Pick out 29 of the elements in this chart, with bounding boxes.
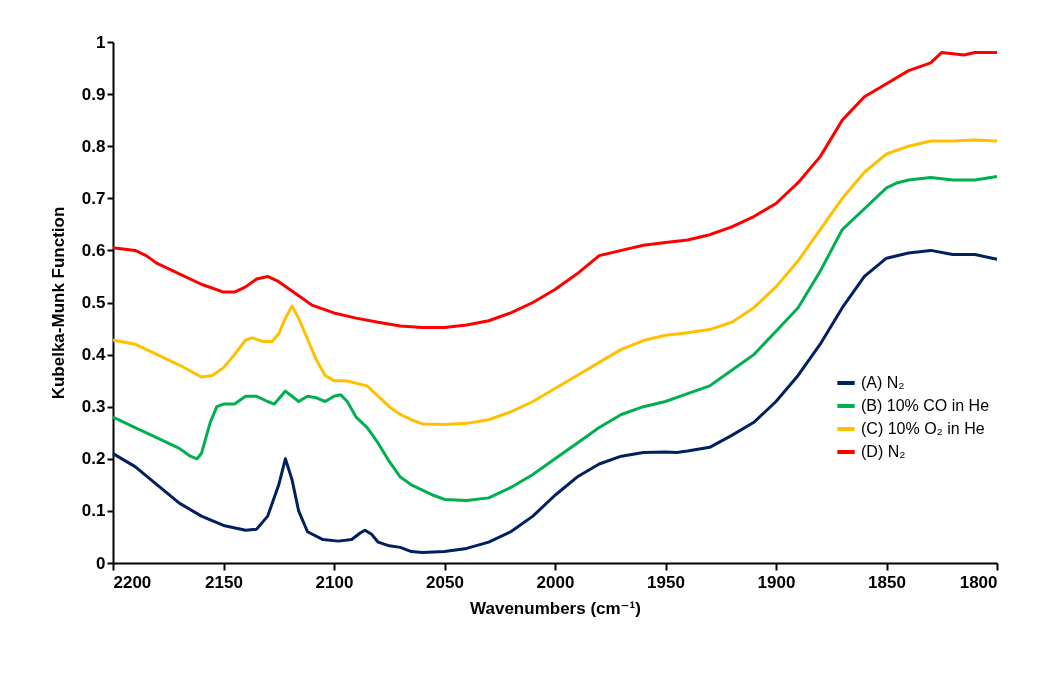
x-tick-label: 2150 <box>205 572 243 592</box>
x-axis-title: Wavenumbers (cm⁻¹) <box>470 598 641 618</box>
legend-label: (B) 10% CO in He <box>861 397 990 414</box>
y-tick-label: 1 <box>96 32 106 52</box>
legend-label: (A) N₂ <box>861 374 905 391</box>
legend-label: (D) N₂ <box>861 443 906 460</box>
x-tick-label: 2100 <box>315 572 354 592</box>
x-tick-label: 2200 <box>113 572 152 592</box>
y-tick-label: 0.1 <box>81 501 106 521</box>
line-series <box>111 248 999 555</box>
x-tick-label: 1800 <box>959 572 998 592</box>
y-tick-label: 0.5 <box>81 293 106 312</box>
legend-label: (C) 10% O₂ in He <box>861 420 985 437</box>
y-tick-label: 0.6 <box>81 240 106 260</box>
x-tick-label: 1950 <box>647 572 685 592</box>
x-tick-label: 1850 <box>868 572 906 592</box>
y-tick-label: 0.7 <box>81 188 106 208</box>
x-tick-label: 1900 <box>757 572 796 592</box>
line-series <box>111 50 999 330</box>
x-tick-label: 2000 <box>536 572 575 592</box>
y-tick-label: 0.3 <box>81 397 106 417</box>
y-tick-label: 0.4 <box>81 345 107 365</box>
y-axis-title: Kubelka-Munk Function <box>48 206 68 400</box>
line-series <box>111 174 999 502</box>
y-tick-label: 0 <box>96 553 106 573</box>
x-tick-label: 2050 <box>426 572 464 592</box>
y-tick-label: 0.2 <box>81 449 106 469</box>
y-tick-label: 0.9 <box>81 84 106 104</box>
y-tick-label: 0.8 <box>81 136 106 156</box>
